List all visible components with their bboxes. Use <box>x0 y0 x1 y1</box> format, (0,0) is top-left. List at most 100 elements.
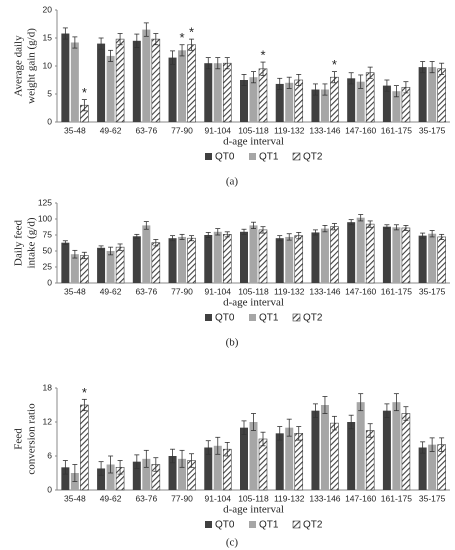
bar <box>222 62 232 123</box>
y-axis-title-line: intake (g/d) <box>25 217 37 268</box>
bar <box>97 43 106 122</box>
error-bar <box>189 38 195 51</box>
error-bar <box>108 455 114 474</box>
legend-swatch <box>249 153 256 160</box>
bar <box>142 29 151 123</box>
error-bar <box>260 431 266 447</box>
y-tick-label: 5 <box>47 88 52 98</box>
error-bar <box>393 393 399 412</box>
legend-label: QT0 <box>215 520 235 531</box>
bar <box>204 447 213 490</box>
bar <box>97 247 106 283</box>
bar <box>240 231 248 283</box>
error-bar <box>241 228 247 235</box>
error-bar <box>429 437 435 452</box>
x-tick-label: 63-76 <box>135 493 157 503</box>
legend-label: QT2 <box>303 313 323 324</box>
x-tick-label: 161-175 <box>381 493 412 503</box>
bar <box>132 236 141 283</box>
error-bar <box>224 441 230 457</box>
bar <box>204 235 213 283</box>
bar <box>61 33 70 122</box>
error-bar <box>81 251 87 260</box>
bar <box>80 255 89 284</box>
legend-label: QT0 <box>215 313 235 324</box>
error-bar <box>205 57 211 70</box>
bar <box>330 422 339 491</box>
error-bar <box>277 426 283 441</box>
error-bar <box>134 33 140 48</box>
panel-label: (b) <box>226 337 239 349</box>
error-bar <box>277 235 283 242</box>
x-tick-label: 63-76 <box>135 286 157 296</box>
error-bar <box>348 72 354 85</box>
error-bar <box>439 62 445 75</box>
x-tick-label: 91-104 <box>205 493 232 503</box>
y-axis-title-line: Average daily <box>12 35 24 97</box>
bar <box>213 231 222 283</box>
bar <box>187 237 196 284</box>
x-tick-label: 105-118 <box>238 286 269 296</box>
error-bar <box>420 61 426 74</box>
x-tick-label: 147-160 <box>345 125 376 135</box>
bar <box>258 438 268 491</box>
x-tick-label: 133-146 <box>309 125 340 135</box>
bar <box>106 55 115 122</box>
bar <box>249 225 258 283</box>
error-bar <box>251 221 256 230</box>
bar <box>347 78 356 122</box>
bar <box>275 238 284 283</box>
bar <box>382 226 391 283</box>
error-bar <box>384 79 390 92</box>
y-tick-label: 0 <box>47 277 52 287</box>
y-tick-label: 125 <box>38 197 52 207</box>
bar <box>97 468 106 490</box>
error-bar <box>348 219 354 226</box>
error-bar <box>62 460 68 475</box>
x-tick-label: 105-118 <box>238 493 269 503</box>
x-tick-label: 35-48 <box>64 493 86 503</box>
bar <box>382 85 391 122</box>
error-bar <box>134 233 140 239</box>
bar <box>294 79 304 123</box>
error-bar <box>277 77 283 90</box>
bar <box>418 235 427 283</box>
x-tick-label: 133-146 <box>309 286 340 296</box>
error-bar <box>224 57 230 70</box>
bar <box>418 447 427 490</box>
error-bar <box>179 233 185 240</box>
error-bar <box>322 224 328 233</box>
bar <box>311 410 320 490</box>
x-tick-label: 119-132 <box>274 125 305 135</box>
error-bar <box>429 230 435 238</box>
bar <box>258 68 268 123</box>
bar <box>392 402 401 490</box>
error-bar <box>189 453 195 468</box>
bar <box>437 236 446 284</box>
bar <box>240 427 248 490</box>
bar <box>356 81 365 122</box>
error-bar <box>179 449 185 468</box>
error-bar <box>153 457 159 472</box>
chart: 0 5 10 15 20 Average dailyweight gain (g/d) 35… <box>12 4 450 188</box>
error-bar <box>117 460 123 475</box>
bar <box>178 458 187 490</box>
error-bar <box>215 57 221 70</box>
legend-swatch <box>249 521 256 528</box>
error-bar <box>260 61 266 76</box>
error-bar <box>170 235 176 242</box>
bar <box>401 413 411 491</box>
error-bar <box>170 50 176 65</box>
bar <box>222 234 232 284</box>
error-bar <box>153 33 159 46</box>
error-bar <box>393 224 399 231</box>
x-tick-label: 147-160 <box>345 286 376 296</box>
bar <box>70 42 79 123</box>
error-bar <box>348 414 354 430</box>
bar <box>115 246 125 284</box>
y-axis-title: Feedconversion ratio <box>12 403 37 475</box>
bar <box>428 444 437 490</box>
legend-label: QT1 <box>259 313 279 324</box>
